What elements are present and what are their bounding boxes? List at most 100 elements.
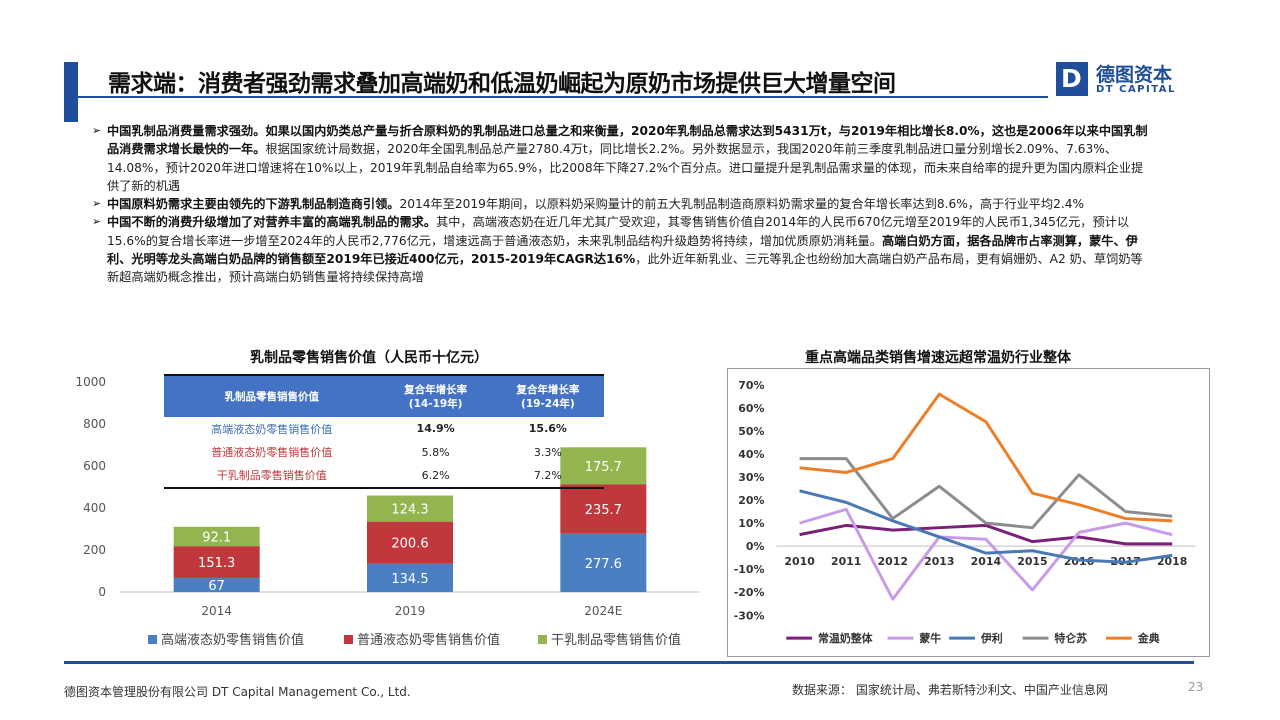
x-tick-label: 2010 bbox=[784, 555, 815, 568]
bullet-bold: 中国乳制品消费量需求强劲。如果以国内奶类总产量与折合原料奶的乳制品进口总量之和来… bbox=[107, 124, 1148, 157]
x-tick-label: 2014 bbox=[201, 604, 232, 618]
x-tick-label: 2011 bbox=[831, 555, 861, 568]
company-logo: D 德图资本 DT CAPITAL bbox=[1056, 60, 1196, 100]
bar-segment bbox=[560, 533, 647, 592]
y-tick-label: -20% bbox=[734, 586, 765, 599]
table-header: 复合年增长率 (19-24年) bbox=[491, 375, 604, 417]
y-tick-label: 200 bbox=[83, 543, 106, 557]
legend-label: 高端液态奶零售销售价值 bbox=[161, 632, 304, 648]
bullet-text: 其中，高端液态奶在近几年尤其广受欢迎，其零售销售价值自2014年的人民币670亿… bbox=[107, 215, 1130, 248]
bar-data-label: 200.6 bbox=[391, 537, 428, 552]
table-row-label: 干乳制品零售销售价值 bbox=[216, 469, 327, 483]
y-tick-label: -30% bbox=[734, 609, 765, 622]
table-cell: 3.3% bbox=[533, 445, 562, 459]
bar-data-label: 151.3 bbox=[198, 556, 235, 571]
legend-label: 普通液态奶零售销售价值 bbox=[357, 632, 500, 648]
series-line bbox=[799, 523, 1173, 546]
arrow-bullet-icon: ➢ bbox=[92, 215, 102, 229]
arrow-bullet-icon: ➢ bbox=[92, 124, 102, 137]
bullet-text: 根据国家统计局数据，2020年全国乳制品总产量2780.4万t，同比增长2.2%… bbox=[107, 142, 1144, 193]
legend-swatch bbox=[148, 635, 157, 644]
y-tick-label: 10% bbox=[738, 517, 764, 530]
table-row-label: 高端液态奶零售销售价值 bbox=[211, 422, 333, 436]
y-tick-label: 1000 bbox=[75, 375, 106, 389]
bar-segment bbox=[173, 546, 260, 578]
bullet-text-2: ，此外近年新乳业、三元等乳企也纷纷加大高端白奶产品布局，更有娟姗奶、A2 奶、草… bbox=[107, 252, 1143, 285]
page-number: 23 bbox=[1188, 680, 1204, 694]
bar-segment bbox=[367, 521, 453, 564]
bar-data-label: 67 bbox=[208, 579, 225, 594]
bar-segment bbox=[367, 495, 453, 522]
footer-company: 德图资本管理股份有限公司 DT Capital Management Co., … bbox=[64, 685, 411, 699]
x-tick-label: 2024E bbox=[584, 604, 622, 618]
y-tick-label: 70% bbox=[738, 379, 764, 392]
y-tick-label: 60% bbox=[738, 402, 764, 415]
series-line bbox=[799, 507, 1173, 601]
cagr-table: 乳制品零售销售价值 复合年增长率 (14-19年) 复合年增长率 (19-24年) … bbox=[164, 374, 604, 489]
table-cell: 14.9% bbox=[416, 422, 455, 436]
x-tick-label: 2012 bbox=[878, 555, 908, 568]
y-tick-label: 50% bbox=[738, 425, 764, 438]
logo-cn-text: 德图资本 bbox=[1096, 64, 1173, 86]
legend-swatch bbox=[344, 635, 353, 644]
y-tick-label: -10% bbox=[734, 563, 765, 576]
bullet-list: ➢ 中国乳制品消费量需求强劲。如果以国内奶类总产量与折合原料奶的乳制品进口总量之… bbox=[92, 122, 1152, 287]
bar-data-label: 134.5 bbox=[391, 572, 428, 587]
table-header: 复合年增长率 (14-19年) bbox=[379, 375, 492, 417]
bar-data-label: 235.7 bbox=[585, 503, 622, 518]
bar-data-label: 124.3 bbox=[391, 503, 428, 518]
bar-chart: 0 200 400 600 800 1000 67 151.3 92.1 2014 134.5 200… bbox=[75, 375, 700, 648]
line-chart-title: 重点高端品类销售增速远超常温奶行业整体 bbox=[805, 350, 1071, 366]
logo-d-icon: D bbox=[1056, 62, 1088, 96]
bar-segment bbox=[173, 526, 260, 547]
y-tick-label: 0 bbox=[98, 585, 106, 599]
bar-data-label: 277.6 bbox=[585, 557, 622, 572]
bar-segment bbox=[173, 577, 260, 592]
table-row: 高端液态奶零售销售价值 14.9% 15.6% bbox=[164, 417, 604, 441]
x-tick-label: 2019 bbox=[395, 604, 426, 618]
bar-data-label: 92.1 bbox=[202, 530, 231, 545]
bullet-bold: 中国不断的消费升级增加了对营养丰富的高端乳制品的需求。 bbox=[107, 215, 437, 230]
legend-label: 常温奶整体 bbox=[818, 631, 873, 645]
bullet-item: ➢ 中国乳制品消费量需求强劲。如果以国内奶类总产量与折合原料奶的乳制品进口总量之… bbox=[92, 122, 1152, 195]
bar-segment bbox=[560, 484, 647, 534]
y-tick-label: 600 bbox=[83, 459, 106, 473]
bar-data-label: 175.7 bbox=[585, 460, 622, 475]
table-cell: 5.8% bbox=[421, 445, 450, 459]
bullet-bold-2: 高端白奶方面，据各品牌市占率测算，蒙牛、伊利、光明等龙头高端白奶品牌的销售额至2… bbox=[107, 233, 1138, 267]
series-line bbox=[799, 457, 1173, 530]
line-chart: -30% -20% -10% 0% 10% 20% 30% 40% 50% 60% 70% 2010 2… bbox=[727, 368, 1210, 657]
y-tick-label: 800 bbox=[83, 417, 106, 431]
bar-segment bbox=[367, 563, 453, 592]
series-line bbox=[799, 392, 1173, 523]
bullet-text: 2014年至2019年期间，以原料奶采购量计的前五大乳制品制造商原料奶需求量的复… bbox=[399, 197, 1085, 212]
x-tick-label: 2013 bbox=[924, 555, 954, 568]
y-tick-label: 40% bbox=[738, 448, 764, 461]
table-row: 干乳制品零售销售价值 6.2% 7.2% bbox=[164, 464, 604, 488]
footer-source: 数据来源： 国家统计局、弗若斯特沙利文、中国产业信息网 bbox=[792, 683, 1108, 697]
legend-label: 金典 bbox=[1137, 631, 1160, 645]
page-title: 需求端：消费者强劲需求叠加高端奶和低温奶崛起为原奶市场提供巨大增量空间 bbox=[108, 71, 896, 97]
table-row: 普通液态奶零售销售价值 5.8% 3.3% bbox=[164, 441, 604, 465]
bullet-bold: 中国原料奶需求主要由领先的下游乳制品制造商引领。 bbox=[107, 197, 400, 212]
y-tick-label: 20% bbox=[738, 494, 764, 507]
title-accent-bar bbox=[64, 62, 78, 122]
table-cell: 7.2% bbox=[533, 468, 562, 482]
arrow-bullet-icon: ➢ bbox=[92, 197, 102, 211]
y-tick-label: 0% bbox=[746, 540, 765, 553]
title-underline bbox=[78, 96, 1048, 98]
legend-label: 特仑苏 bbox=[1054, 631, 1087, 645]
legend-label: 伊利 bbox=[980, 631, 1003, 645]
table-cell: 6.2% bbox=[421, 468, 450, 482]
table-header: 乳制品零售销售价值 bbox=[164, 375, 380, 417]
bar-segment bbox=[560, 447, 647, 485]
bar-chart-title: 乳制品零售销售价值（人民币十亿元） bbox=[250, 350, 488, 366]
logo-en-text: DT CAPITAL bbox=[1096, 84, 1176, 95]
footer-rule bbox=[64, 661, 1194, 664]
bullet-item: ➢ 中国原料奶需求主要由领先的下游乳制品制造商引领。2014年至2019年期间，… bbox=[92, 195, 1152, 213]
x-tick-label: 2015 bbox=[1017, 555, 1047, 568]
x-tick-label: 2014 bbox=[971, 555, 1002, 568]
bullet-item: ➢ 中国不断的消费升级增加了对营养丰富的高端乳制品的需求。其中，高端液态奶在近几… bbox=[92, 213, 1152, 286]
legend-swatch bbox=[538, 635, 547, 644]
y-tick-label: 400 bbox=[83, 501, 106, 515]
